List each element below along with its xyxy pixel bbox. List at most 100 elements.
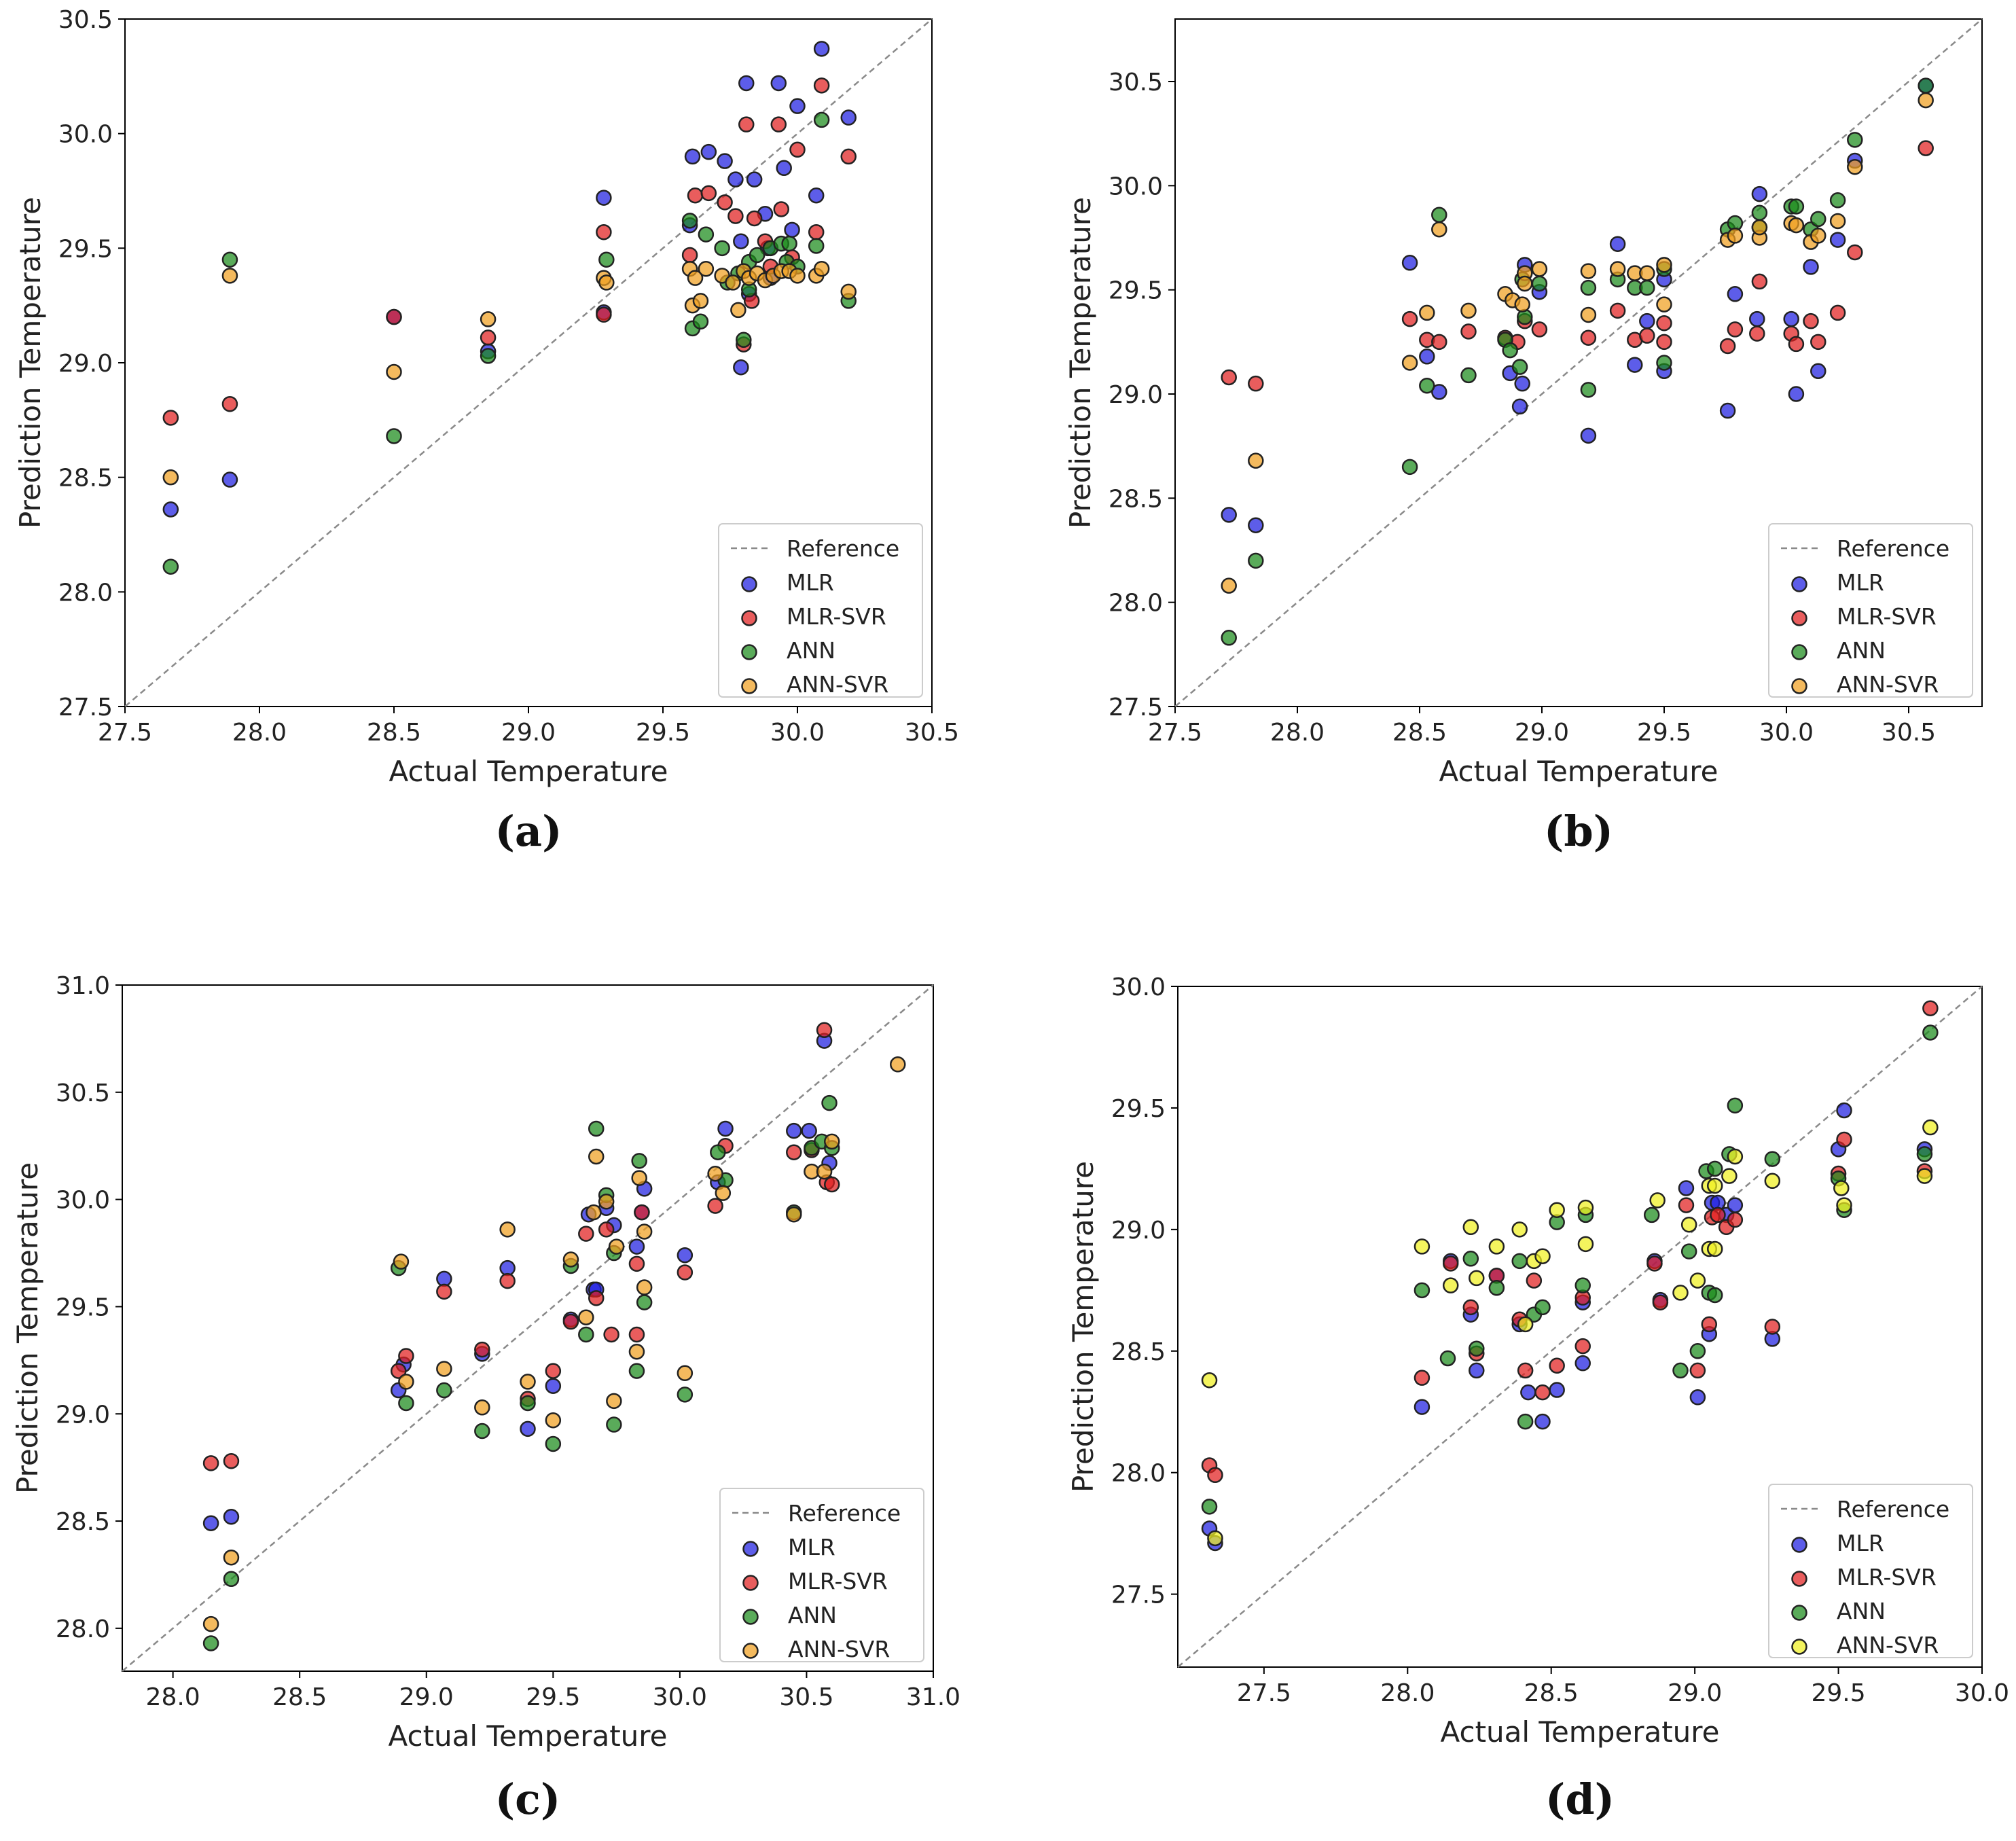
data-point-mlr <box>1520 1384 1536 1401</box>
data-point-mlr <box>776 160 792 177</box>
data-point-mlr <box>1401 255 1418 271</box>
data-point-mlr <box>770 75 787 92</box>
data-point-mlr <box>1469 1362 1485 1379</box>
x-tick-label: 27.5 <box>1148 719 1202 747</box>
data-point-mlr-svr <box>816 1022 833 1039</box>
reference-line <box>122 984 934 1672</box>
data-point-mlr-svr <box>1534 1384 1551 1401</box>
data-point-mlr-svr <box>1751 273 1768 290</box>
x-tick-label: 30.0 <box>1955 1679 2009 1707</box>
data-point-ann <box>1706 1287 1723 1304</box>
data-point-mlr-svr <box>1836 1131 1852 1148</box>
data-point-ann <box>1469 1340 1485 1357</box>
data-point-ann <box>1847 132 1863 148</box>
data-point-ann-svr <box>1462 1219 1479 1236</box>
data-point-mlr-svr <box>700 185 717 202</box>
data-point-ann <box>681 213 698 229</box>
data-point-mlr-svr <box>677 1264 694 1281</box>
data-point-mlr <box>1511 398 1528 415</box>
data-point-ann <box>606 1416 622 1433</box>
data-point-ann-svr <box>1517 1316 1534 1333</box>
data-point-ann-svr <box>698 260 715 277</box>
data-point-ann <box>1439 1350 1456 1367</box>
legend-swatch <box>1791 576 1807 592</box>
x-tick-label: 28.5 <box>367 719 421 747</box>
legend-label: MLR <box>1837 1530 1884 1556</box>
y-axis-title: Prediction Temperature <box>11 1162 44 1494</box>
x-tick-label: 29.0 <box>501 719 556 747</box>
data-point-mlr-svr <box>588 1290 605 1306</box>
data-point-mlr <box>1549 1382 1565 1398</box>
data-point-ann <box>749 247 766 264</box>
data-point-mlr-svr <box>545 1363 562 1379</box>
data-point-mlr-svr <box>221 395 238 412</box>
data-point-mlr-svr <box>1442 1255 1459 1272</box>
data-point-mlr <box>1803 259 1819 275</box>
data-point-ann-svr <box>1511 1221 1528 1238</box>
y-tick-label: 29.0 <box>58 350 113 378</box>
y-tick-label: 29.5 <box>1111 1095 1166 1123</box>
data-point-mlr <box>727 171 744 187</box>
data-point-mlr <box>684 148 701 165</box>
data-point-ann-svr <box>789 268 806 284</box>
data-point-ann-svr <box>393 1253 410 1270</box>
data-point-mlr-svr <box>578 1226 594 1242</box>
data-point-ann <box>1580 382 1597 398</box>
data-point-ann-svr <box>1833 1180 1850 1196</box>
data-point-mlr-svr <box>562 1313 579 1330</box>
data-point-ann-svr <box>786 1206 802 1223</box>
data-point-ann-svr <box>1689 1272 1706 1289</box>
data-point-ann-svr <box>890 1056 906 1073</box>
legend-label: ANN <box>788 1602 837 1628</box>
data-point-ann-svr <box>1764 1173 1781 1190</box>
legend-label: Reference <box>788 1500 901 1526</box>
data-point-ann-svr <box>1672 1285 1689 1301</box>
data-point-ann <box>692 313 709 330</box>
legend-swatch <box>1791 678 1807 694</box>
data-point-ann-svr <box>598 274 615 291</box>
data-point-ann <box>1727 1097 1744 1114</box>
x-tick-label: 30.5 <box>905 719 959 747</box>
data-point-mlr <box>1414 1399 1430 1415</box>
data-point-ann-svr <box>1221 577 1237 594</box>
data-point-ann <box>1517 1413 1534 1430</box>
data-point-ann-svr <box>223 1549 240 1566</box>
y-tick-label: 31.0 <box>56 972 110 1000</box>
y-tick-label: 30.0 <box>56 1187 110 1215</box>
legend-swatch <box>742 1643 759 1659</box>
data-point-ann-svr <box>480 311 497 327</box>
x-tick-label: 29.5 <box>526 1683 580 1711</box>
data-point-mlr-svr <box>386 308 402 325</box>
data-point-ann <box>545 1435 562 1452</box>
data-point-ann-svr <box>1727 1148 1744 1165</box>
data-point-mlr <box>813 41 830 57</box>
data-point-mlr-svr <box>824 1176 840 1193</box>
data-point-mlr <box>700 143 717 160</box>
data-point-mlr-svr <box>1678 1197 1695 1213</box>
legend-label: MLR-SVR <box>788 1568 888 1594</box>
legend-label: ANN-SVR <box>1837 671 1939 698</box>
legend-label: MLR-SVR <box>787 603 886 630</box>
panel-d: 27.5 28.0 28.5 29.0 29.5 30.0 27.5 28.0 28.5 29.0… <box>1066 973 2009 1824</box>
data-point-ann-svr <box>1788 217 1805 234</box>
data-point-ann <box>386 428 402 444</box>
data-point-ann <box>1502 342 1518 359</box>
legend-box <box>1768 523 1973 698</box>
data-point-ann <box>1680 1243 1697 1259</box>
data-point-mlr-svr <box>1847 244 1863 261</box>
x-tick-label: 29.0 <box>1515 719 1569 747</box>
data-point-mlr <box>808 187 825 204</box>
data-point-ann-svr <box>1534 1248 1551 1264</box>
data-point-ann <box>1689 1343 1706 1359</box>
data-point-ann-svr <box>1916 1168 1933 1184</box>
data-point-mlr-svr <box>628 1255 645 1272</box>
data-point-mlr-svr <box>398 1348 414 1364</box>
x-tick-label: 28.0 <box>146 1683 200 1711</box>
data-point-mlr-svr <box>786 1144 802 1160</box>
legend-swatch <box>741 644 757 660</box>
data-point-mlr-svr <box>1207 1467 1223 1484</box>
data-point-ann-svr <box>636 1279 653 1295</box>
data-point-mlr <box>1689 1389 1706 1406</box>
data-point-mlr <box>1783 310 1799 327</box>
data-point-ann <box>162 558 179 575</box>
